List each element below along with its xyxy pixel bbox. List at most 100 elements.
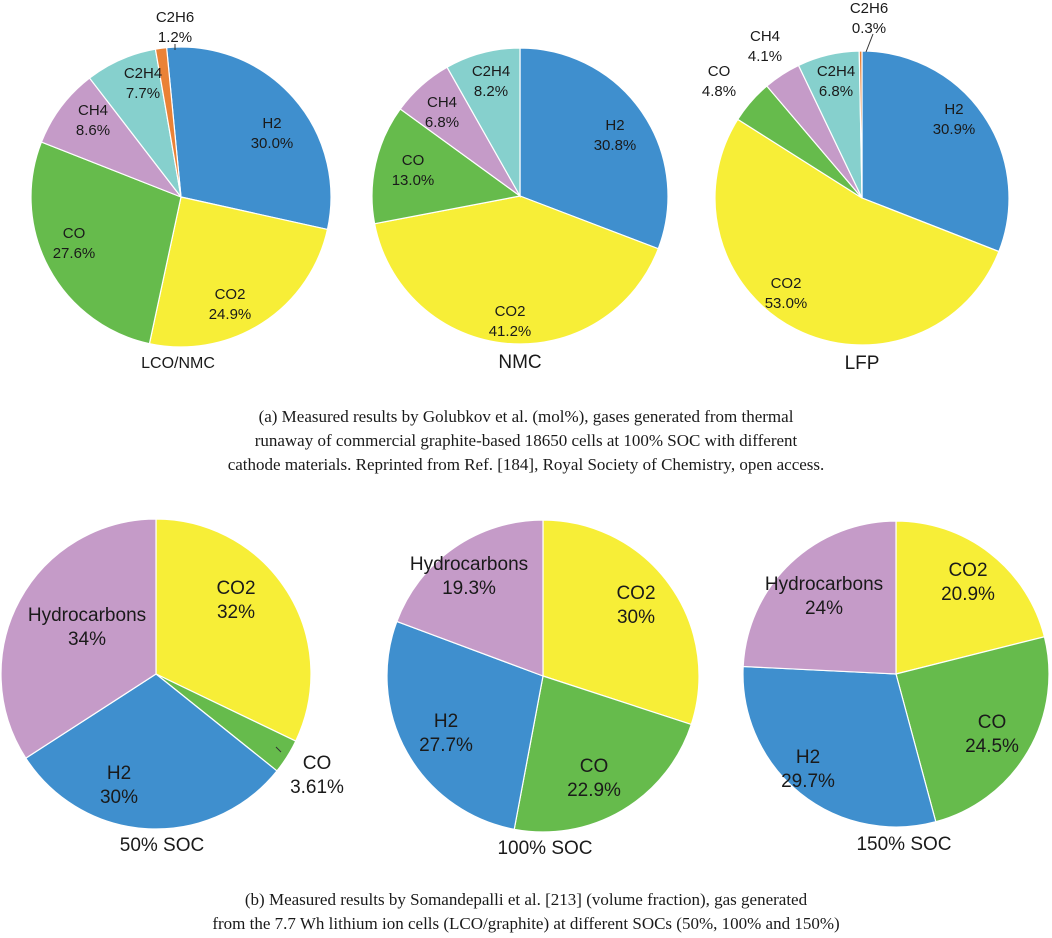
- pie-slice-h2: [861, 50, 1010, 253]
- chart-title: LCO/NMC: [141, 355, 215, 372]
- slice-value-co: 13.0%: [392, 172, 435, 189]
- caption-b-line-1: (b) Measured results by Somandepalli et …: [244, 890, 808, 909]
- slice-label-co: CO: [978, 712, 1007, 733]
- slice-value-h2: 27.7%: [419, 735, 473, 756]
- pie-slice-co2: [542, 519, 700, 726]
- slice-label-co2: CO2: [216, 578, 255, 599]
- pie-slice-co2: [148, 196, 329, 348]
- slice-value-h2: 29.7%: [781, 771, 835, 792]
- chart-title: NMC: [498, 352, 541, 373]
- slice-value-co2: 20.9%: [941, 584, 995, 605]
- slice-label-c2h6: C2H6: [850, 0, 888, 17]
- slice-label-co2: CO2: [948, 560, 987, 581]
- chart-title: LFP: [845, 353, 880, 374]
- slice-label-h2: H2: [605, 117, 624, 134]
- slice-value-c2h6: 1.2%: [158, 29, 192, 46]
- slice-label-ch4: CH4: [750, 28, 780, 45]
- slice-value-hydrocarbons: 34%: [68, 629, 106, 650]
- caption-b: (b) Measured results by Somandepalli et …: [0, 888, 1052, 936]
- slice-label-hydrocarbons: Hydrocarbons: [28, 605, 146, 626]
- slice-value-c2h4: 6.8%: [819, 83, 853, 100]
- slice-value-co: 24.5%: [965, 736, 1019, 757]
- slice-label-h2: H2: [944, 101, 963, 118]
- slice-label-ch4: CH4: [427, 94, 457, 111]
- slice-label-ch4: CH4: [78, 102, 108, 119]
- slice-label-h2: H2: [796, 747, 820, 768]
- pie-chart-6: CO2 20.9% CO 24.5% H2 29.7% Hydrocarbons 24% 150…: [742, 520, 1050, 855]
- pie-slice-co: [30, 141, 182, 345]
- slice-value-co2: 24.9%: [209, 306, 252, 323]
- slice-label-c2h4: C2H4: [817, 63, 855, 80]
- slice-value-hydrocarbons: 19.3%: [442, 578, 496, 599]
- caption-a-line-3: cathode materials. Reprinted from Ref. […: [227, 455, 825, 474]
- chart-title: 100% SOC: [497, 838, 592, 859]
- pie-slice-co2: [373, 195, 660, 345]
- pie-slice-h2: [24, 673, 278, 830]
- pie-slice-co: [371, 108, 522, 225]
- slice-label-co2: CO2: [495, 303, 526, 320]
- slice-label-co: CO: [580, 756, 609, 777]
- slice-value-c2h6: 0.3%: [852, 20, 886, 37]
- pie-slice-c2h6: [858, 50, 863, 199]
- pie-slice-h2: [519, 47, 669, 250]
- pie-slice-co: [513, 675, 693, 833]
- slice-label-co2: CO2: [771, 275, 802, 292]
- slice-label-hydrocarbons: Hydrocarbons: [410, 554, 528, 575]
- slice-label-co: CO: [303, 753, 332, 774]
- slice-value-ch4: 6.8%: [425, 114, 459, 131]
- slice-value-co: 4.8%: [702, 83, 736, 100]
- slice-value-ch4: 8.6%: [76, 122, 110, 139]
- slice-value-co: 3.61%: [290, 777, 344, 798]
- slice-value-h2: 30%: [100, 787, 138, 808]
- caption-b-line-2: from the 7.7 Wh lithium ion cells (LCO/g…: [212, 914, 840, 933]
- pie-slice-hydrocarbons: [742, 520, 897, 675]
- pie-chart-2: H2 30.8% CO2 41.2% CO 13.0% CH4 6.8% C2H4 8.2% NMC: [371, 47, 669, 373]
- slice-label-co: CO: [402, 152, 425, 169]
- pie-chart-1: H2 30.0% CO2 24.9% CO 27.6% CH4 8.6% C2H4 7.7% C2H…: [30, 9, 332, 372]
- pie-slice-co2: [895, 520, 1046, 675]
- slice-label-co: CO: [708, 63, 731, 80]
- slice-value-c2h4: 7.7%: [126, 85, 160, 102]
- caption-a-line-2: runaway of commercial graphite-based 186…: [254, 431, 798, 450]
- pie-slice-c2h4: [446, 47, 521, 199]
- pie-slice-co: [895, 636, 1050, 823]
- slice-value-ch4: 4.1%: [748, 48, 782, 65]
- slice-label-co2: CO2: [215, 286, 246, 303]
- leader-line-co: [275, 746, 282, 753]
- chart-title: 150% SOC: [856, 834, 951, 855]
- slice-value-co2: 30%: [617, 607, 655, 628]
- pie-chart-4: CO2 32% CO 3.61% H2 30% Hydrocarbons 34% 50% SOC: [0, 518, 344, 856]
- pie-slice-co2: [155, 518, 312, 742]
- slice-label-h2: H2: [434, 711, 458, 732]
- leader-line-c2h6: [865, 33, 874, 53]
- slice-value-co2: 32%: [217, 602, 255, 623]
- pie-slice-h2: [386, 620, 544, 831]
- slice-label-c2h6: C2H6: [156, 9, 194, 26]
- slice-label-hydrocarbons: Hydrocarbons: [765, 574, 883, 595]
- slice-value-hydrocarbons: 24%: [805, 598, 843, 619]
- pie-slice-h2: [742, 665, 937, 828]
- caption-a: (a) Measured results by Golubkov et al. …: [0, 405, 1052, 477]
- slice-label-c2h4: C2H4: [472, 63, 510, 80]
- pie-slice-hydrocarbons: [396, 519, 544, 677]
- pie-slice-hydrocarbons: [0, 518, 157, 759]
- pie-chart-5: CO2 30% CO 22.9% H2 27.7% Hydrocarbons 19.3% 100…: [386, 519, 700, 859]
- slice-label-h2: H2: [262, 115, 281, 132]
- slice-value-co2: 53.0%: [765, 295, 808, 312]
- slice-value-co: 27.6%: [53, 245, 96, 262]
- slice-label-c2h4: C2H4: [124, 65, 162, 82]
- pie-chart-3: H2 30.9% CO2 53.0% CO 4.8% CH4 4.1% C2H4 6.8% C2H6…: [702, 0, 1010, 374]
- pie-slice-h2: [165, 46, 332, 231]
- pie-slice-c2h6: [154, 47, 182, 198]
- slice-value-h2: 30.8%: [594, 137, 637, 154]
- slice-value-h2: 30.9%: [933, 121, 976, 138]
- slice-value-c2h4: 8.2%: [474, 83, 508, 100]
- chart-title: 50% SOC: [120, 835, 204, 856]
- pie-slice-co2: [714, 118, 1000, 346]
- slice-label-h2: H2: [107, 763, 131, 784]
- slice-value-co2: 41.2%: [489, 323, 532, 340]
- slice-value-co: 22.9%: [567, 780, 621, 801]
- caption-a-line-1: (a) Measured results by Golubkov et al. …: [258, 407, 794, 426]
- slice-value-h2: 30.0%: [251, 135, 294, 152]
